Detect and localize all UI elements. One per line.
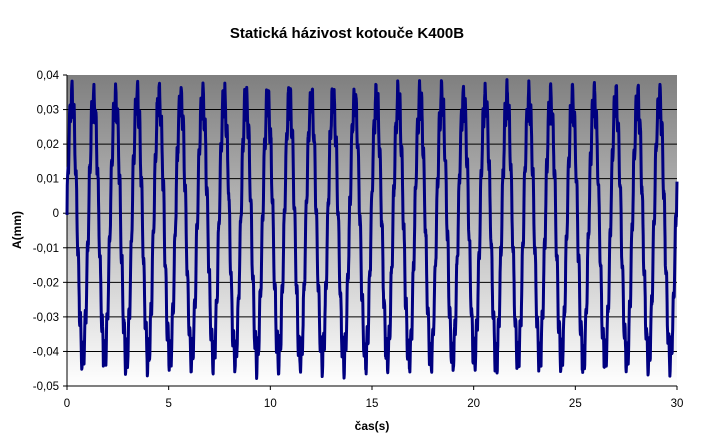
y-tick-label: -0,04 [33,346,60,358]
y-axis-label: A(mm) [10,211,24,249]
y-tick-label: -0,05 [33,381,59,393]
x-tick-label: 20 [467,398,480,410]
series-group [65,78,679,380]
series-line [65,78,679,380]
y-tick-label: -0,01 [33,243,59,255]
x-tick-label: 15 [366,398,379,410]
x-tick-label: 0 [64,398,70,410]
x-tick-label: 10 [264,398,277,410]
y-tick-label: 0 [53,208,59,220]
y-tick-label: -0,02 [33,277,59,289]
y-tick-label: 0,03 [37,105,59,117]
y-tick-label: 0,02 [37,139,59,151]
x-axis-label: čas(s) [355,419,390,433]
x-tick-label: 30 [671,398,684,410]
y-tick-label: -0,03 [33,312,59,324]
y-tick-label: 0,01 [37,174,59,186]
tick-labels: 0,04 0,03 0,02 0,01 0 -0,01 -0,02 -0,03 -0,04 -0,… [33,70,684,410]
y-tick-label: 0,04 [37,70,60,82]
x-tick-label: 5 [165,398,171,410]
x-tick-label: 25 [569,398,582,410]
chart-title: Statická házivost kotouče K400B [230,25,464,42]
axes [63,74,678,390]
